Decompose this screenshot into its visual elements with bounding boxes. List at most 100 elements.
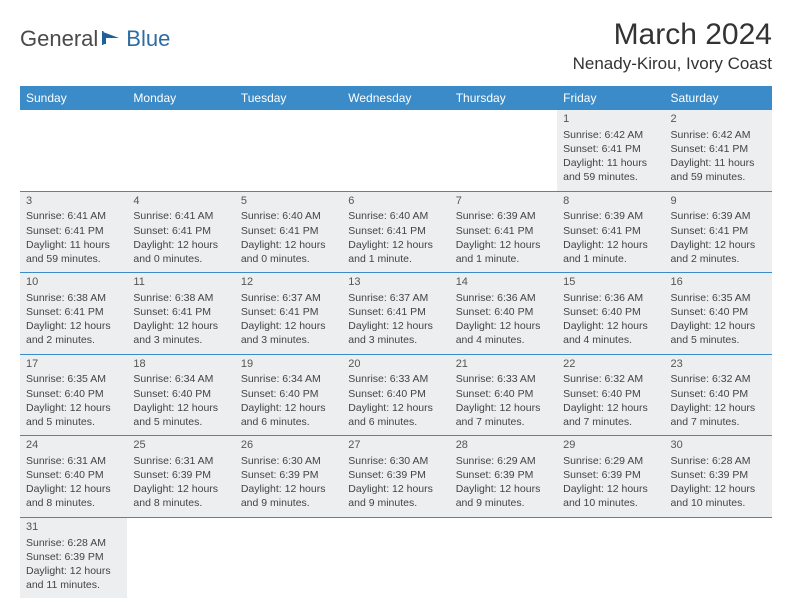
daylight-text: Daylight: 12 hours and 7 minutes.	[671, 401, 766, 429]
sunrise-text: Sunrise: 6:38 AM	[26, 291, 121, 305]
weekday-header: Wednesday	[342, 86, 449, 110]
day-number: 8	[563, 194, 658, 209]
calendar-cell: 30Sunrise: 6:28 AMSunset: 6:39 PMDayligh…	[665, 436, 772, 518]
calendar-cell	[342, 110, 449, 191]
calendar-cell: 22Sunrise: 6:32 AMSunset: 6:40 PMDayligh…	[557, 354, 664, 436]
sunset-text: Sunset: 6:41 PM	[348, 224, 443, 238]
sunrise-text: Sunrise: 6:37 AM	[348, 291, 443, 305]
day-number: 13	[348, 275, 443, 290]
daylight-text: Daylight: 12 hours and 1 minute.	[348, 238, 443, 266]
calendar-row: 10Sunrise: 6:38 AMSunset: 6:41 PMDayligh…	[20, 273, 772, 355]
calendar-cell: 29Sunrise: 6:29 AMSunset: 6:39 PMDayligh…	[557, 436, 664, 518]
sunrise-text: Sunrise: 6:41 AM	[133, 209, 228, 223]
sunset-text: Sunset: 6:41 PM	[241, 224, 336, 238]
sunset-text: Sunset: 6:39 PM	[563, 468, 658, 482]
day-number: 7	[456, 194, 551, 209]
calendar-cell: 17Sunrise: 6:35 AMSunset: 6:40 PMDayligh…	[20, 354, 127, 436]
day-number: 1	[563, 112, 658, 127]
calendar-cell	[342, 517, 449, 598]
calendar-cell: 16Sunrise: 6:35 AMSunset: 6:40 PMDayligh…	[665, 273, 772, 355]
calendar-body: 1Sunrise: 6:42 AMSunset: 6:41 PMDaylight…	[20, 110, 772, 598]
logo-text-2: Blue	[126, 26, 170, 52]
flag-icon	[102, 29, 124, 52]
sunrise-text: Sunrise: 6:33 AM	[348, 372, 443, 386]
sunset-text: Sunset: 6:40 PM	[241, 387, 336, 401]
sunset-text: Sunset: 6:41 PM	[133, 224, 228, 238]
calendar-cell: 26Sunrise: 6:30 AMSunset: 6:39 PMDayligh…	[235, 436, 342, 518]
daylight-text: Daylight: 11 hours and 59 minutes.	[563, 156, 658, 184]
calendar-row: 3Sunrise: 6:41 AMSunset: 6:41 PMDaylight…	[20, 191, 772, 273]
calendar-cell: 5Sunrise: 6:40 AMSunset: 6:41 PMDaylight…	[235, 191, 342, 273]
sunrise-text: Sunrise: 6:31 AM	[26, 454, 121, 468]
day-number: 18	[133, 357, 228, 372]
daylight-text: Daylight: 12 hours and 3 minutes.	[348, 319, 443, 347]
calendar-cell: 10Sunrise: 6:38 AMSunset: 6:41 PMDayligh…	[20, 273, 127, 355]
calendar-cell	[450, 110, 557, 191]
daylight-text: Daylight: 12 hours and 10 minutes.	[671, 482, 766, 510]
daylight-text: Daylight: 12 hours and 8 minutes.	[26, 482, 121, 510]
sunset-text: Sunset: 6:41 PM	[26, 305, 121, 319]
sunrise-text: Sunrise: 6:28 AM	[26, 536, 121, 550]
calendar-cell	[450, 517, 557, 598]
weekday-header: Tuesday	[235, 86, 342, 110]
title-block: March 2024 Nenady-Kirou, Ivory Coast	[573, 18, 772, 74]
sunset-text: Sunset: 6:41 PM	[671, 224, 766, 238]
calendar-cell: 13Sunrise: 6:37 AMSunset: 6:41 PMDayligh…	[342, 273, 449, 355]
day-number: 21	[456, 357, 551, 372]
sunset-text: Sunset: 6:39 PM	[26, 550, 121, 564]
sunrise-text: Sunrise: 6:29 AM	[563, 454, 658, 468]
sunrise-text: Sunrise: 6:40 AM	[241, 209, 336, 223]
sunset-text: Sunset: 6:41 PM	[671, 142, 766, 156]
calendar-cell	[127, 517, 234, 598]
sunset-text: Sunset: 6:40 PM	[563, 387, 658, 401]
day-number: 11	[133, 275, 228, 290]
calendar-cell: 1Sunrise: 6:42 AMSunset: 6:41 PMDaylight…	[557, 110, 664, 191]
sunset-text: Sunset: 6:41 PM	[26, 224, 121, 238]
calendar-cell: 11Sunrise: 6:38 AMSunset: 6:41 PMDayligh…	[127, 273, 234, 355]
sunset-text: Sunset: 6:39 PM	[241, 468, 336, 482]
calendar-cell: 31Sunrise: 6:28 AMSunset: 6:39 PMDayligh…	[20, 517, 127, 598]
day-number: 14	[456, 275, 551, 290]
daylight-text: Daylight: 12 hours and 6 minutes.	[241, 401, 336, 429]
calendar-row: 1Sunrise: 6:42 AMSunset: 6:41 PMDaylight…	[20, 110, 772, 191]
day-number: 3	[26, 194, 121, 209]
logo-text-1: General	[20, 26, 98, 52]
day-number: 30	[671, 438, 766, 453]
sunset-text: Sunset: 6:40 PM	[348, 387, 443, 401]
sunset-text: Sunset: 6:41 PM	[563, 142, 658, 156]
calendar-cell: 19Sunrise: 6:34 AMSunset: 6:40 PMDayligh…	[235, 354, 342, 436]
day-number: 19	[241, 357, 336, 372]
daylight-text: Daylight: 12 hours and 7 minutes.	[456, 401, 551, 429]
day-number: 12	[241, 275, 336, 290]
day-number: 20	[348, 357, 443, 372]
sunrise-text: Sunrise: 6:38 AM	[133, 291, 228, 305]
calendar-cell: 20Sunrise: 6:33 AMSunset: 6:40 PMDayligh…	[342, 354, 449, 436]
sunrise-text: Sunrise: 6:33 AM	[456, 372, 551, 386]
sunrise-text: Sunrise: 6:40 AM	[348, 209, 443, 223]
day-number: 28	[456, 438, 551, 453]
sunrise-text: Sunrise: 6:34 AM	[133, 372, 228, 386]
sunrise-text: Sunrise: 6:36 AM	[456, 291, 551, 305]
calendar-cell: 25Sunrise: 6:31 AMSunset: 6:39 PMDayligh…	[127, 436, 234, 518]
sunset-text: Sunset: 6:39 PM	[133, 468, 228, 482]
sunrise-text: Sunrise: 6:34 AM	[241, 372, 336, 386]
daylight-text: Daylight: 12 hours and 2 minutes.	[671, 238, 766, 266]
sunrise-text: Sunrise: 6:42 AM	[563, 128, 658, 142]
day-number: 17	[26, 357, 121, 372]
daylight-text: Daylight: 12 hours and 3 minutes.	[133, 319, 228, 347]
sunrise-text: Sunrise: 6:29 AM	[456, 454, 551, 468]
sunset-text: Sunset: 6:41 PM	[348, 305, 443, 319]
sunset-text: Sunset: 6:40 PM	[133, 387, 228, 401]
daylight-text: Daylight: 12 hours and 3 minutes.	[241, 319, 336, 347]
sunset-text: Sunset: 6:40 PM	[26, 387, 121, 401]
calendar-cell: 14Sunrise: 6:36 AMSunset: 6:40 PMDayligh…	[450, 273, 557, 355]
sunrise-text: Sunrise: 6:42 AM	[671, 128, 766, 142]
calendar-cell: 7Sunrise: 6:39 AMSunset: 6:41 PMDaylight…	[450, 191, 557, 273]
sunrise-text: Sunrise: 6:35 AM	[26, 372, 121, 386]
daylight-text: Daylight: 12 hours and 7 minutes.	[563, 401, 658, 429]
daylight-text: Daylight: 12 hours and 4 minutes.	[563, 319, 658, 347]
calendar-cell: 24Sunrise: 6:31 AMSunset: 6:40 PMDayligh…	[20, 436, 127, 518]
daylight-text: Daylight: 12 hours and 2 minutes.	[26, 319, 121, 347]
calendar-cell	[557, 517, 664, 598]
daylight-text: Daylight: 12 hours and 9 minutes.	[456, 482, 551, 510]
